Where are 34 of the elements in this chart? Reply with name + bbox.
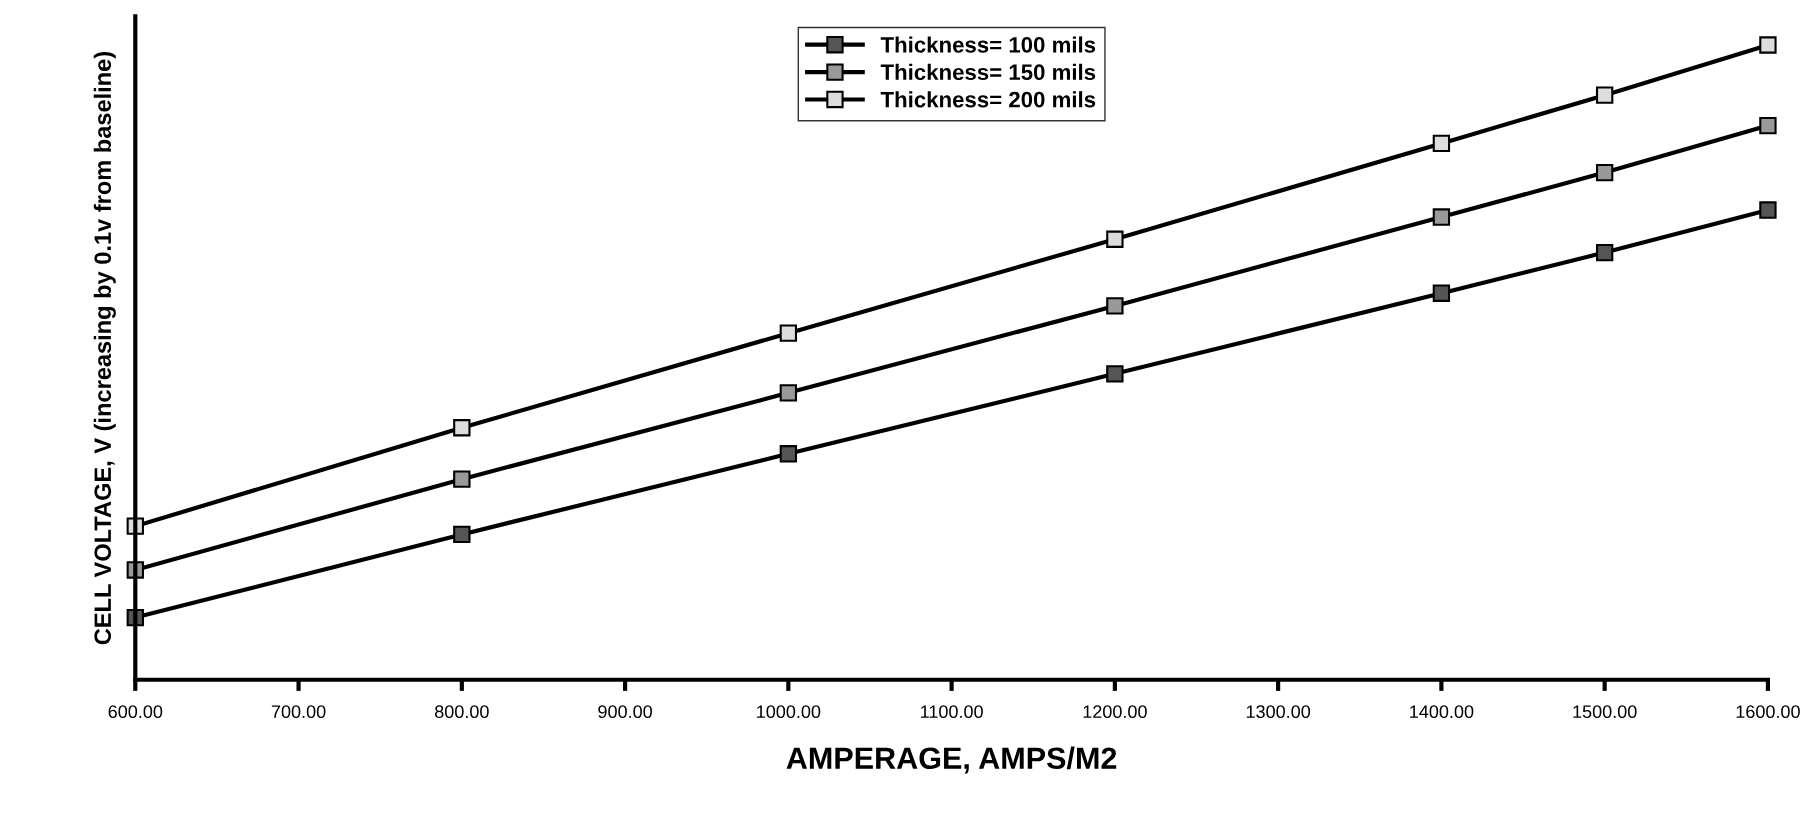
legend-label: Thickness= 100 mils [880, 36, 1096, 53]
x-tick-label: 600.00 [108, 705, 163, 719]
x-tick-label: 700.00 [271, 705, 326, 719]
point [1759, 116, 1777, 135]
x-tick-label: 1400.00 [1410, 705, 1474, 719]
x-tick-label: 1100.00 [921, 705, 983, 719]
x-tick-label: 1300.00 [1246, 705, 1311, 719]
legend-label: Thickness= 150 mils [880, 63, 1096, 81]
point [1106, 365, 1124, 383]
x-axis-title: AMPERAGE, AMPS/M2 [786, 746, 1117, 774]
point [453, 470, 471, 488]
point [779, 445, 798, 463]
point [1432, 284, 1451, 302]
point [779, 324, 798, 342]
point [1759, 201, 1777, 219]
x-tick-label: 1500.00 [1573, 705, 1637, 719]
point [453, 419, 471, 437]
point [1106, 297, 1124, 315]
point [1595, 163, 1614, 182]
x-tick-label: 1000.00 [757, 705, 821, 719]
point [779, 384, 798, 402]
legend-label: Thickness= 200 mils [880, 91, 1096, 108]
point [1432, 208, 1451, 226]
x-tick-label: 800.00 [435, 705, 489, 719]
point [1432, 134, 1451, 153]
point [453, 525, 471, 544]
point [1759, 36, 1777, 54]
point [1595, 243, 1614, 262]
y-axis-title: CELL VOLTAGE, V (increasing by 0.1v from baseline) [93, 52, 116, 645]
point [1595, 86, 1614, 104]
x-tick-label: 1600.00 [1736, 705, 1800, 719]
x-tick-label: 1200.00 [1083, 705, 1147, 719]
point [1106, 230, 1124, 248]
x-tick-label: 900.00 [598, 705, 652, 719]
